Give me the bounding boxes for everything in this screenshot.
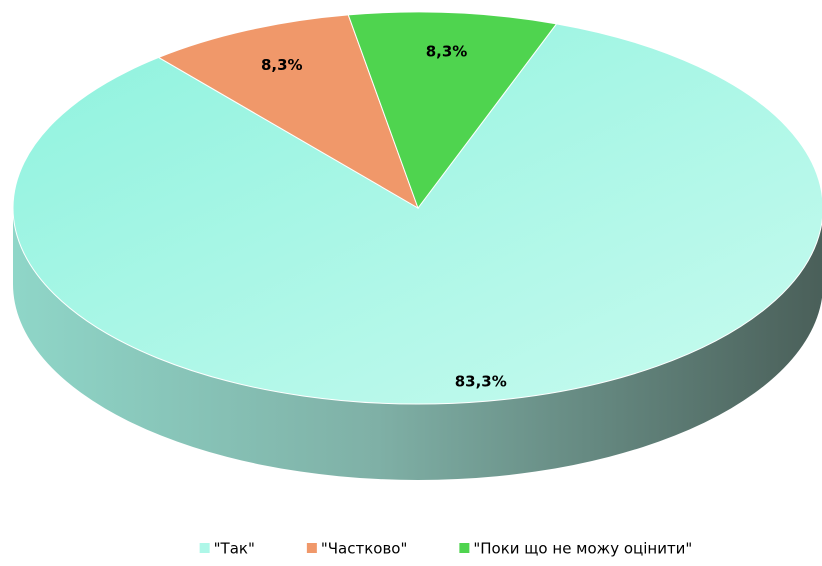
slice xyxy=(12,23,822,405)
legend-swatch xyxy=(199,543,210,553)
legend-swatch xyxy=(459,543,470,553)
legend-label: "Частково" xyxy=(321,540,408,558)
legend-label: "Поки що не можу оцінити" xyxy=(473,540,692,558)
data-label: 83,3% xyxy=(455,372,507,390)
data-label: 8,3% xyxy=(426,42,468,60)
slice xyxy=(157,14,419,210)
legend-label: "Так" xyxy=(214,540,255,558)
slice-side xyxy=(13,208,822,480)
data-label: 8,3% xyxy=(261,56,303,74)
legend-swatch xyxy=(306,543,317,553)
slice xyxy=(347,11,558,210)
